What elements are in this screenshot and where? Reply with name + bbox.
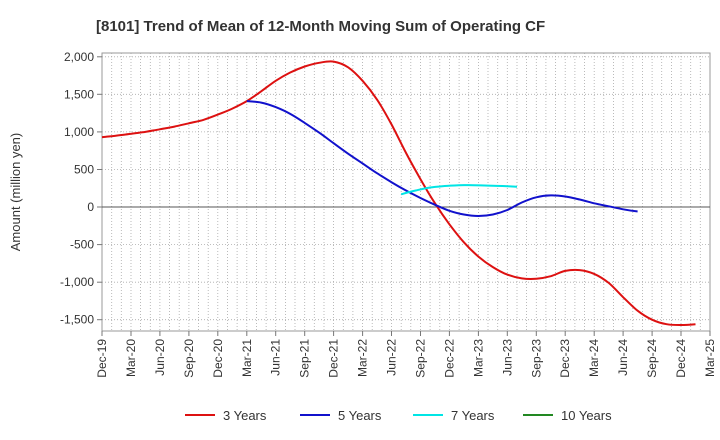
series-line-5-years <box>246 100 638 218</box>
x-tick-label: Mar-24 <box>587 339 601 377</box>
x-tick-label: Sep-21 <box>298 339 312 378</box>
x-tick-label: Sep-20 <box>182 339 196 378</box>
x-tick-label: Dec-20 <box>211 339 225 378</box>
chart-title: [8101] Trend of Mean of 12-Month Moving … <box>96 18 545 35</box>
x-tick-label: Sep-22 <box>414 339 428 378</box>
legend-label: 5 Years <box>338 408 382 423</box>
x-tick-label: Jun-23 <box>500 339 514 376</box>
y-tick-label: 0 <box>87 200 94 214</box>
x-tick-label: Dec-19 <box>95 339 109 378</box>
x-axis-ticks: Dec-19 Mar-20 Jun-20 Sep-20 Dec-20 Mar-21 Jun-… <box>95 331 717 378</box>
y-tick-label: 1,500 <box>64 87 94 101</box>
legend-item: 3 Years <box>185 408 267 423</box>
series-line-3-years <box>101 60 696 327</box>
grid <box>102 53 710 331</box>
y-tick-label: 500 <box>74 163 94 177</box>
x-tick-label: Dec-21 <box>327 339 341 378</box>
x-tick-label: Jun-24 <box>616 339 630 376</box>
legend: 3 Years 5 Years 7 Years 10 Years <box>185 408 612 423</box>
y-tick-label: 2,000 <box>64 50 94 64</box>
x-tick-label: Mar-23 <box>471 339 485 377</box>
x-tick-label: Sep-24 <box>645 339 659 378</box>
x-tick-label: Jun-22 <box>385 339 399 376</box>
legend-label: 10 Years <box>561 408 612 423</box>
legend-item: 5 Years <box>300 408 382 423</box>
x-tick-label: Jun-20 <box>153 339 167 376</box>
x-tick-label: Dec-23 <box>558 339 572 378</box>
legend-label: 7 Years <box>451 408 495 423</box>
series-lines <box>101 60 696 327</box>
y-tick-label: -500 <box>70 238 94 252</box>
x-tick-label: Dec-24 <box>674 339 688 378</box>
legend-item: 10 Years <box>523 408 612 423</box>
legend-item: 7 Years <box>413 408 495 423</box>
x-tick-label: Mar-22 <box>356 339 370 377</box>
series-line-7-years <box>400 184 518 196</box>
y-axis-ticks: 2,000 1,500 1,000 500 0 -500 -1,000 -1,500 <box>60 50 102 327</box>
y-tick-label: -1,000 <box>60 275 94 289</box>
y-axis-label: Amount (million yen) <box>8 133 23 252</box>
x-tick-label: Sep-23 <box>529 339 543 378</box>
y-tick-label: -1,500 <box>60 313 94 327</box>
x-tick-label: Jun-21 <box>269 339 283 376</box>
x-tick-label: Mar-20 <box>124 339 138 377</box>
legend-label: 3 Years <box>223 408 267 423</box>
x-tick-label: Dec-22 <box>442 339 456 378</box>
y-tick-label: 1,000 <box>64 125 94 139</box>
x-tick-label: Mar-25 <box>703 339 717 377</box>
x-tick-label: Mar-21 <box>240 339 254 377</box>
